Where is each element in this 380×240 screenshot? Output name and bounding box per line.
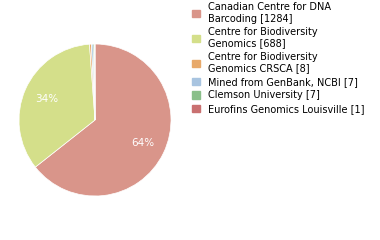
Wedge shape (19, 44, 95, 167)
Wedge shape (90, 44, 95, 120)
Wedge shape (35, 44, 171, 196)
Legend: Canadian Centre for DNA
Barcoding [1284], Centre for Biodiversity
Genomics [688]: Canadian Centre for DNA Barcoding [1284]… (190, 0, 366, 116)
Wedge shape (93, 44, 95, 120)
Text: 34%: 34% (35, 94, 58, 103)
Wedge shape (92, 44, 95, 120)
Text: 64%: 64% (131, 138, 154, 148)
